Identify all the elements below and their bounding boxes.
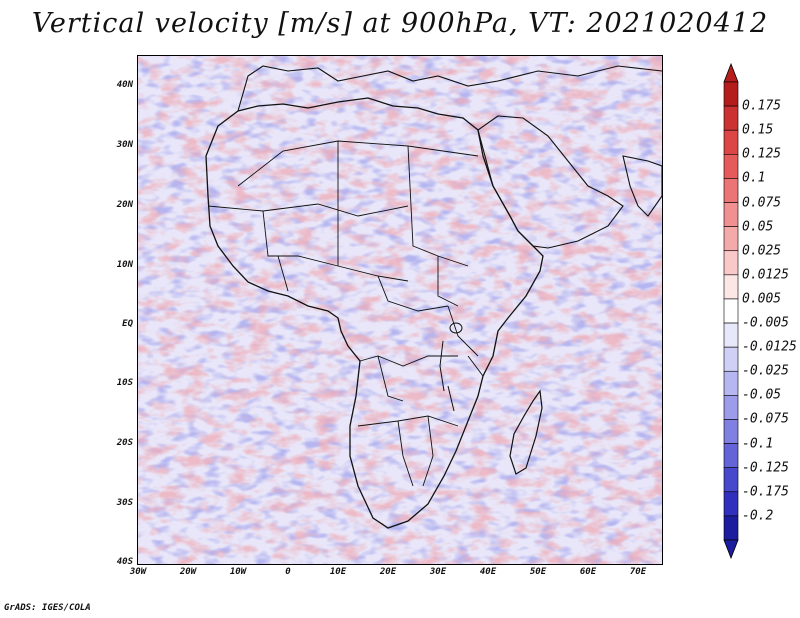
country-borders — [207, 140, 484, 487]
colorbar-swatch — [723, 202, 739, 227]
lon-label-20w: 20W — [179, 567, 197, 577]
colorbar-level-label: 0.05 — [742, 219, 774, 235]
colorbar-swatch — [723, 298, 739, 324]
colorbar-level-label: 0.175 — [742, 98, 782, 114]
europe-coastline — [237, 65, 662, 112]
colorbar-level-label: -0.025 — [742, 363, 789, 379]
lon-label-70e: 70E — [629, 567, 647, 577]
colorbar-top-arrow — [723, 62, 739, 83]
colorbar-level-label: 0.075 — [742, 195, 782, 211]
field-positive-pattern — [138, 56, 662, 564]
lat-label-30n: 30N — [116, 140, 133, 150]
colorbar-swatch — [723, 250, 739, 276]
colorbar-level-label: -0.0125 — [742, 339, 797, 355]
colorbar-swatch — [723, 274, 739, 300]
colorbar-swatch — [723, 419, 739, 444]
lat-label-20n: 20N — [116, 200, 133, 210]
map-plot-area — [137, 55, 663, 565]
lon-label-30w: 30W — [129, 567, 147, 577]
colorbar-level-label: -0.05 — [742, 387, 782, 403]
colorbar-bottom-arrow — [723, 539, 739, 560]
colorbar-level-label: 0.005 — [742, 291, 782, 307]
colorbar-swatch — [723, 467, 739, 493]
colorbar-swatch — [723, 370, 739, 396]
colorbar-level-label: -0.175 — [742, 484, 789, 500]
lon-label-50e: 50E — [529, 567, 547, 577]
colorbar-level-label: -0.125 — [742, 460, 789, 476]
velocity-field-svg — [138, 56, 662, 564]
colorbar-swatch — [723, 322, 739, 348]
lon-label-20e: 20E — [379, 567, 397, 577]
lon-label-60e: 60E — [579, 567, 597, 577]
lon-label-30e: 30E — [429, 567, 447, 577]
colorbar-level-label: -0.005 — [742, 315, 789, 331]
colorbar-swatch — [723, 395, 739, 420]
colorbar-swatch — [723, 491, 739, 517]
colorbar-swatch — [723, 81, 739, 107]
africa-coastline — [205, 97, 544, 529]
map-title: Vertical velocity [m/s] at 900hPa, VT: 2… — [31, 8, 769, 39]
colorbar-level-label: 0.1 — [742, 170, 766, 186]
colorbar-level-label: -0.075 — [742, 411, 789, 427]
lat-label-30s: 30S — [116, 498, 133, 508]
lat-label-20s: 20S — [116, 438, 133, 448]
colorbar-level-label: 0.0125 — [742, 267, 789, 283]
colorbar-swatch — [723, 129, 739, 155]
colorbar-swatch — [723, 515, 739, 541]
grads-credit: GrADS: IGES/COLA — [4, 603, 91, 613]
colorbar-swatch — [723, 443, 739, 468]
lat-label-40n: 40N — [116, 80, 133, 90]
colorbar-level-label: 0.125 — [742, 146, 782, 162]
lat-label-eq: EQ — [122, 319, 133, 329]
lakes — [439, 322, 463, 412]
colorbar-swatch — [723, 226, 739, 252]
colorbar-level-label: 0.025 — [742, 243, 782, 259]
colorbar-swatch — [723, 178, 739, 203]
india-outline — [622, 155, 662, 217]
colorbar-level-label: -0.1 — [742, 436, 774, 452]
lon-label-40e: 40E — [479, 567, 497, 577]
colorbar-swatch — [723, 154, 739, 179]
madagascar-outline — [509, 389, 543, 475]
lon-label-10w: 10W — [229, 567, 247, 577]
lat-label-10s: 10S — [116, 378, 133, 388]
colorbar-swatch — [723, 346, 739, 372]
lon-label-0: 0 — [285, 567, 291, 577]
lon-label-10e: 10E — [329, 567, 347, 577]
arabia-outline — [477, 115, 624, 249]
colorbar-level-label: -0.2 — [742, 508, 774, 524]
colorbar-swatch — [723, 105, 739, 131]
lat-label-10n: 10N — [116, 260, 133, 270]
lat-label-40s: 40S — [116, 557, 133, 567]
colorbar-level-label: 0.15 — [742, 122, 774, 138]
